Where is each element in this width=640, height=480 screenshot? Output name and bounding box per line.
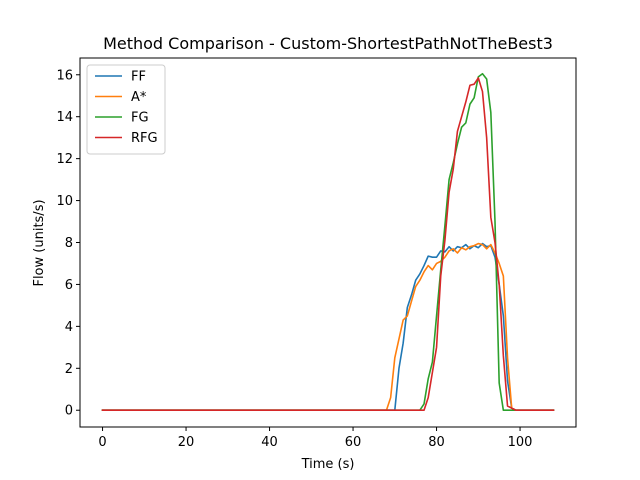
- y-tick-label: 4: [65, 320, 73, 335]
- legend-label: FG: [131, 111, 149, 126]
- x-tick-label: 80: [428, 435, 445, 450]
- legend: FF A* FG RFG: [86, 64, 166, 155]
- y-tick-label: 12: [56, 152, 73, 167]
- y-tick-label: 10: [56, 194, 73, 209]
- y-tick-label: 14: [56, 110, 73, 125]
- plot-lines: [101, 72, 555, 412]
- x-tick-label: 0: [98, 435, 106, 450]
- y-axis-ticks: 0 2 4 6 8 10 12 14 16: [56, 68, 80, 419]
- x-axis-ticks: 0 20 40 60 80 100: [98, 427, 532, 450]
- x-tick-label: 100: [508, 435, 533, 450]
- series-line-rfg: [101, 77, 555, 412]
- y-tick-label: 6: [65, 278, 73, 293]
- y-axis-label: Flow (units/s): [32, 199, 47, 286]
- legend-label: RFG: [131, 131, 158, 146]
- y-tick-label: 2: [65, 362, 73, 377]
- x-tick-label: 20: [178, 435, 195, 450]
- y-tick-label: 0: [65, 404, 73, 419]
- x-axis-label: Time (s): [301, 457, 355, 472]
- y-tick-label: 16: [56, 68, 73, 83]
- x-tick-label: 40: [261, 435, 278, 450]
- y-tick-label: 8: [65, 236, 73, 251]
- chart-title: Method Comparison - Custom-ShortestPathN…: [103, 34, 553, 53]
- legend-label: FF: [131, 70, 146, 85]
- legend-box: [86, 64, 166, 155]
- x-tick-label: 60: [345, 435, 362, 450]
- legend-label: A*: [131, 90, 147, 105]
